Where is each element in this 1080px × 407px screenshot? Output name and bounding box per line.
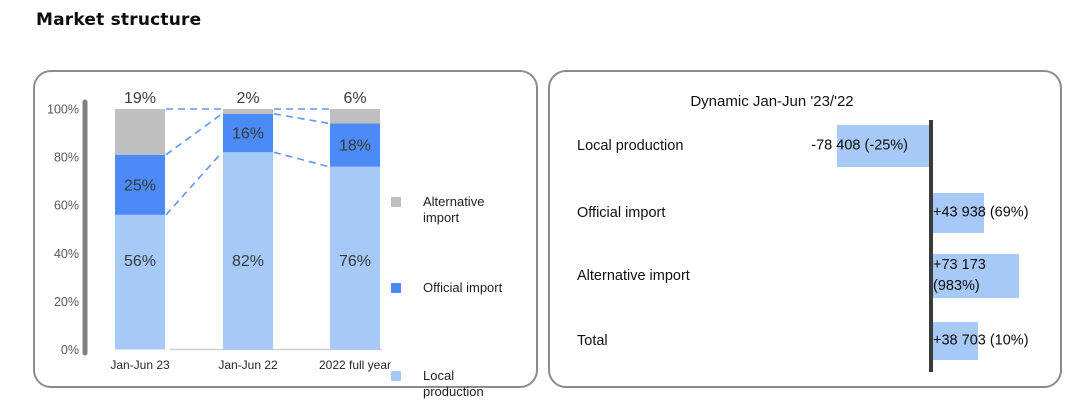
- bar-top-label: 19%: [124, 90, 156, 107]
- row-label: Total: [577, 333, 608, 349]
- chart-title: Dynamic Jan-Jun '23/'22: [690, 93, 854, 110]
- page-title: Market structure: [36, 10, 202, 30]
- segment-label-local: 82%: [232, 253, 264, 270]
- legend-item-local-production: Local production: [391, 368, 518, 400]
- segment-alternative-import: [223, 109, 273, 114]
- dashed-connector-line: [273, 113, 330, 125]
- segment-label-official: 18%: [339, 138, 371, 155]
- dynamic-chart-panel: Dynamic Jan-Jun '23/'22 Local production…: [548, 70, 1062, 388]
- hbar-value: +73 173 (983%): [933, 257, 986, 294]
- y-tick-label: 100%: [47, 103, 79, 117]
- vertical-axis-line: [929, 120, 933, 372]
- segment-label-local: 76%: [339, 253, 371, 270]
- x-category-label: Jan-Jun 22: [218, 358, 278, 372]
- stacked-bar-chart: 100% 80% 60% 40% 20% 0% 19% 25% 56% Jan-Jun 23 2% 1…: [47, 90, 391, 372]
- segment-label-official: 16%: [232, 126, 264, 143]
- legend-item-official-import: Official import: [391, 280, 518, 296]
- legend-item-alternative-import: Alternative import: [391, 194, 518, 226]
- hbar: [933, 254, 1019, 298]
- legend-swatch-alternative-import: [391, 197, 401, 207]
- hbar: [933, 193, 984, 233]
- segment-alternative-import: [115, 109, 165, 155]
- legend-swatch-official-import: [391, 283, 401, 293]
- market-structure-chart-panel: 100% 80% 60% 40% 20% 0% 19% 25% 56% Jan-Jun 23 2% 1…: [33, 70, 538, 399]
- row-label: Local production: [577, 138, 684, 154]
- segment-official-import: [330, 123, 380, 167]
- hbar-value: +43 938 (69%): [933, 204, 1029, 221]
- hbar: [837, 125, 929, 167]
- segment-official-import: [115, 154, 165, 215]
- hbar: [933, 322, 978, 360]
- legend-label: Local production: [423, 368, 484, 399]
- legend-swatch-local-production: [391, 371, 401, 381]
- segment-local-production: [330, 166, 380, 350]
- dashed-connector-line: [165, 151, 223, 216]
- legend-label: Official import: [423, 280, 503, 295]
- y-tick-label: 0%: [61, 343, 79, 357]
- y-tick-label: 20%: [54, 295, 79, 309]
- dashed-connector-line: [165, 113, 223, 156]
- y-tick-label: 40%: [54, 247, 79, 261]
- segment-local-production: [115, 214, 165, 350]
- x-category-label: Jan-Jun 23: [110, 358, 170, 372]
- bar-top-label: 6%: [343, 90, 366, 107]
- row-label: Official import: [577, 205, 666, 221]
- segment-label-official: 25%: [124, 177, 156, 194]
- segment-official-import: [223, 113, 273, 153]
- y-tick-label: 60%: [54, 199, 79, 213]
- hbar-value: +38 703 (10%): [933, 332, 1029, 349]
- segment-alternative-import: [330, 109, 380, 124]
- y-tick-label: 80%: [54, 151, 79, 165]
- legend-label: Alternative import: [423, 194, 485, 225]
- dashed-connector-line: [273, 151, 330, 168]
- x-category-label: 2022 full year: [319, 358, 391, 372]
- segment-local-production: [223, 152, 273, 350]
- bar-top-label: 2%: [236, 90, 259, 107]
- segment-label-local: 56%: [124, 253, 156, 270]
- hbar-value: -78 408 (-25%): [811, 137, 908, 154]
- row-label: Alternative import: [577, 268, 690, 284]
